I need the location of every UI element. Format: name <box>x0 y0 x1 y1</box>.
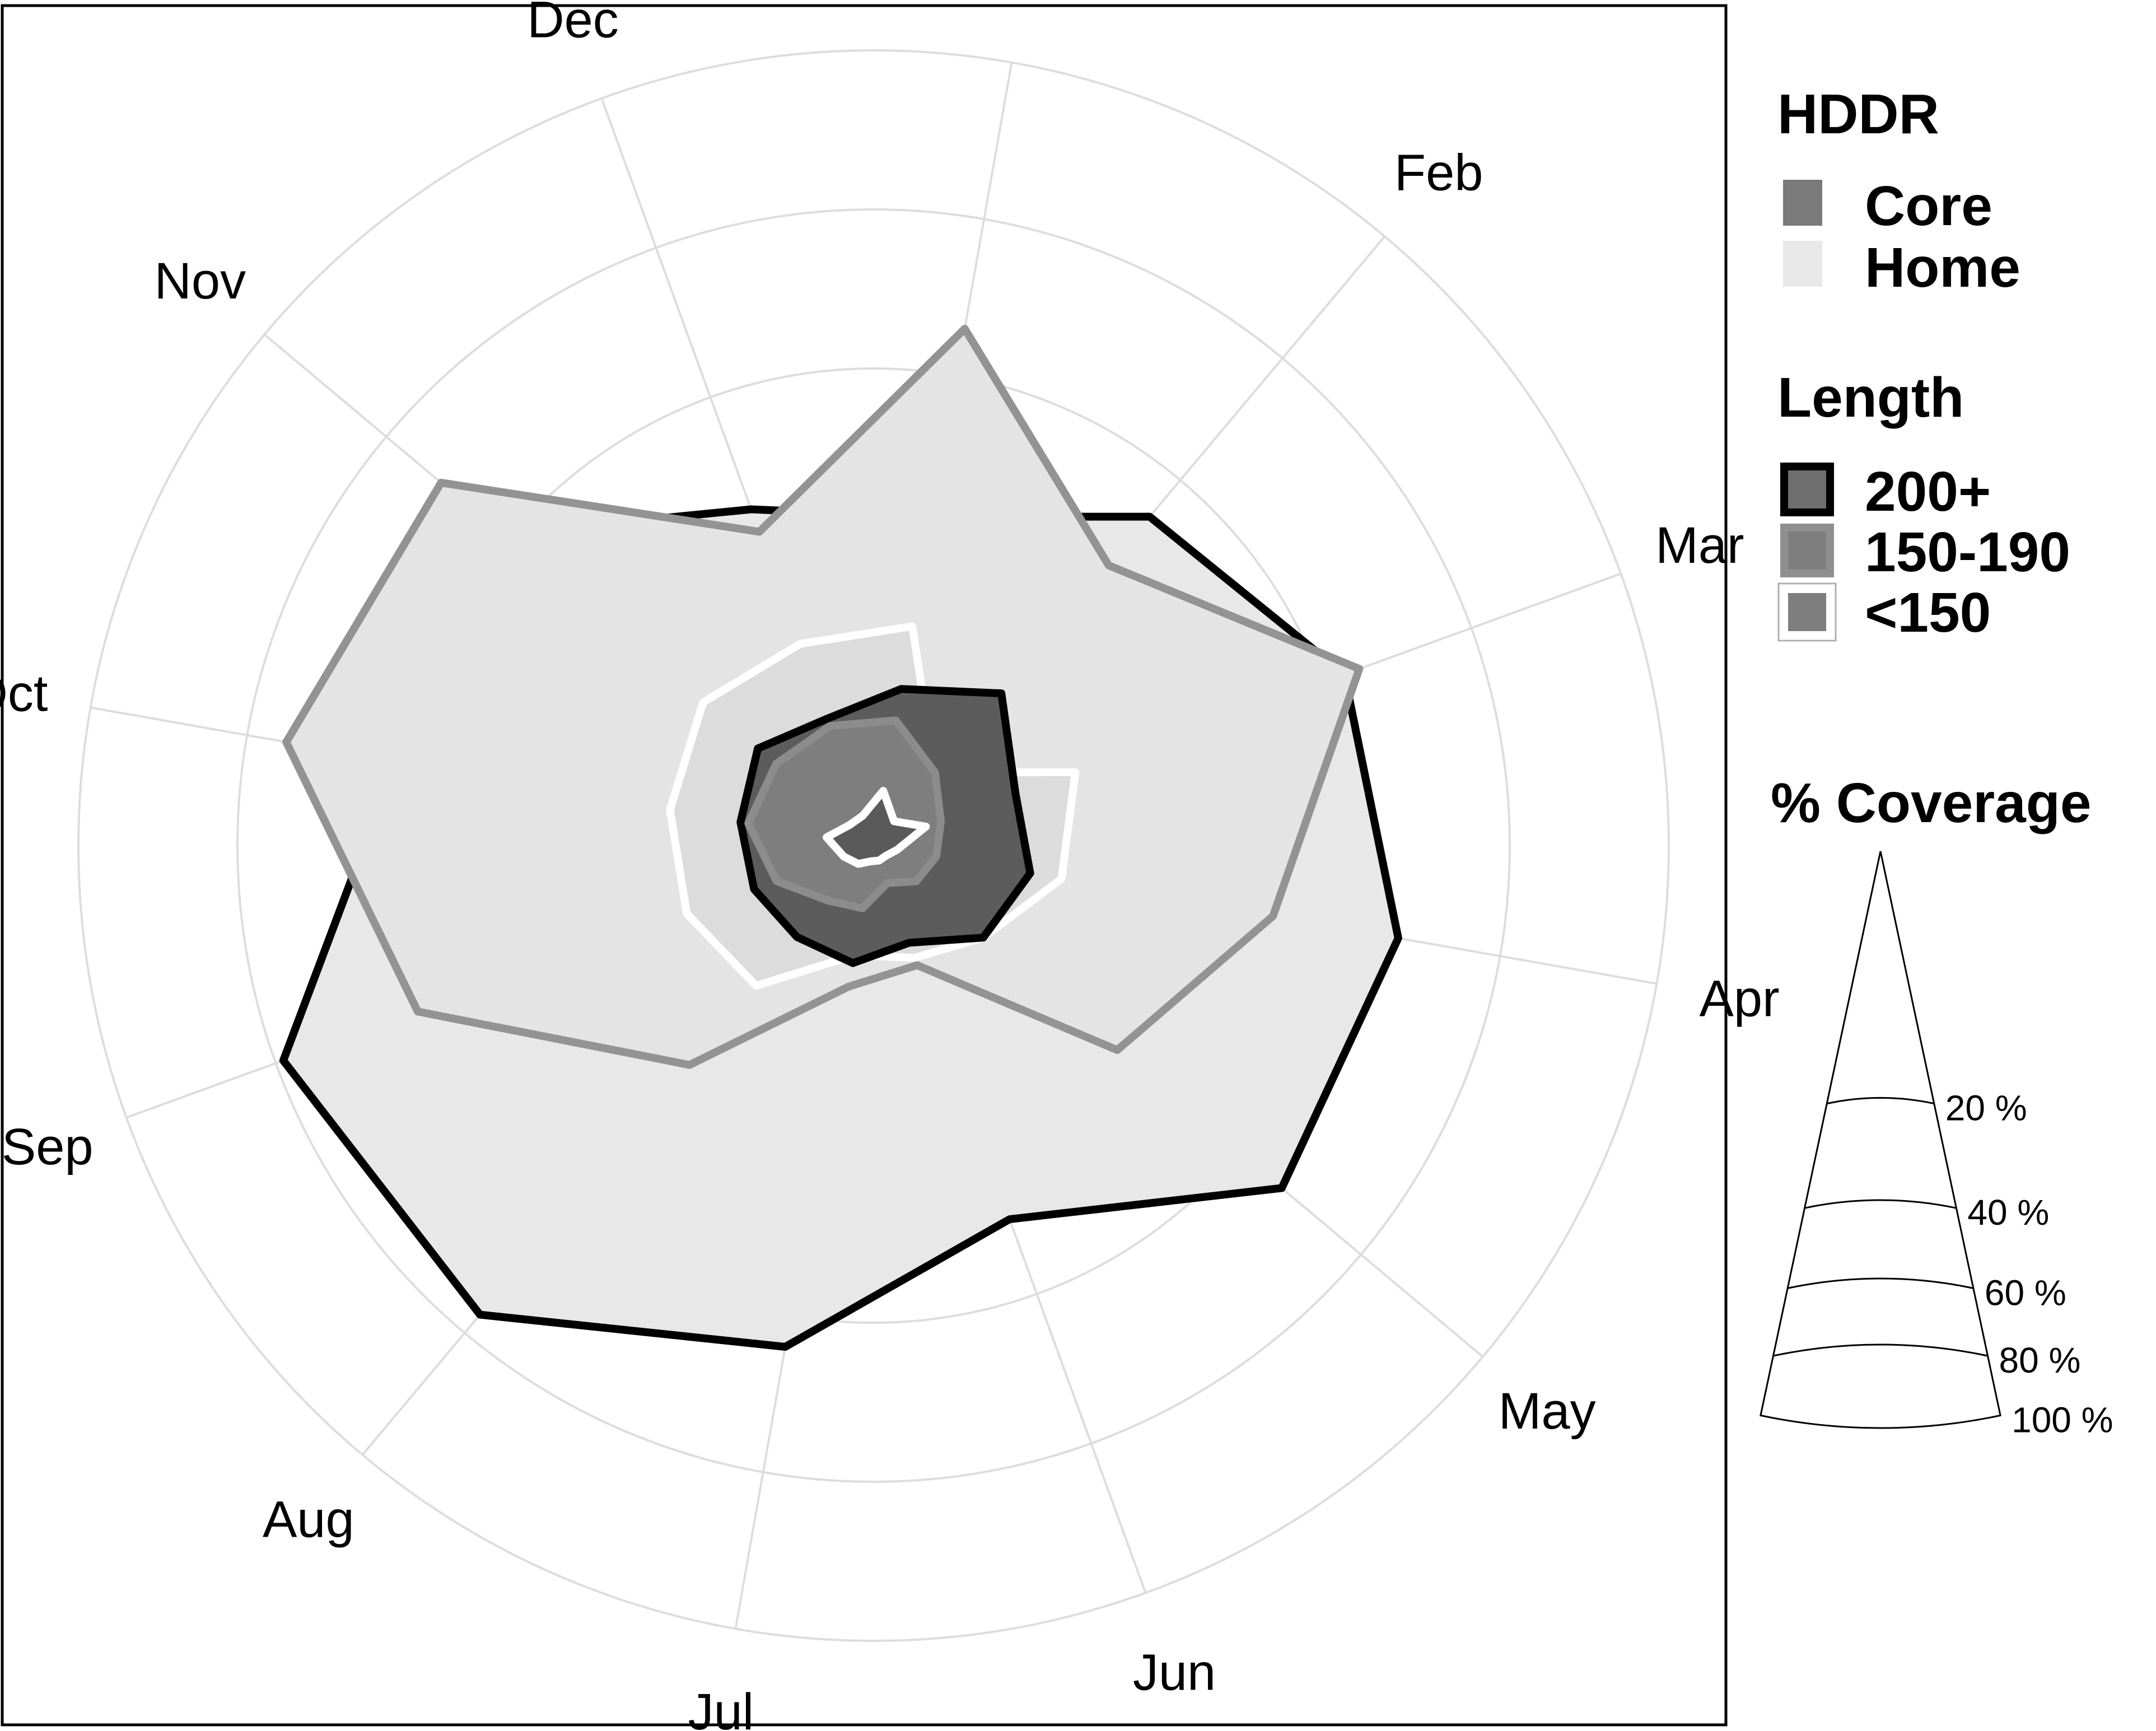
grid-ring <box>77 49 1670 1642</box>
coverage-arc <box>1787 1277 1974 1289</box>
month-label-jul: Jul <box>688 1683 754 1731</box>
legend-home-label: Home <box>1865 236 2020 299</box>
coverage-tick-label: 20 % <box>1945 1088 2027 1128</box>
month-label-mar: Mar <box>1655 517 1744 574</box>
month-label-may: May <box>1499 1383 1596 1440</box>
legend-hddr-title: HDDR <box>1777 83 1939 146</box>
legend-core-swatch <box>1783 180 1822 226</box>
coverage-arc <box>1804 1199 1957 1209</box>
month-label-apr: Apr <box>1700 971 1780 1028</box>
month-label-jun: Jun <box>1133 1644 1216 1701</box>
coverage-scale-key: 20 % 40 % 60 % 80 % 100 % <box>1760 851 2113 1440</box>
month-label-dec: Dec <box>527 0 619 49</box>
plot-panel-border <box>1 4 1728 1727</box>
grid-ring <box>236 208 1511 1483</box>
series-core-150-190 <box>744 716 945 912</box>
month-label-oct: Oct <box>0 665 48 722</box>
legend-200plus-label: 200+ <box>1865 460 1991 523</box>
legend-length-title: Length <box>1777 366 1964 429</box>
legend-lt150-label: <150 <box>1865 581 1991 644</box>
legend-150-190-label: 150-190 <box>1865 521 2070 584</box>
coverage-arc <box>1826 1097 1935 1105</box>
radar-series <box>279 325 1402 1351</box>
coverage-tick-label: 80 % <box>1999 1340 2081 1380</box>
legend-150-190-swatch <box>1780 524 1834 577</box>
month-label-sep: Sep <box>2 1118 94 1175</box>
legend-lt150-swatch <box>1780 585 1834 639</box>
month-label-nov: Nov <box>154 253 246 310</box>
month-label-jan: Jan <box>984 0 1067 9</box>
legend-coverage-title: % Coverage <box>1771 772 2091 834</box>
legend: HDDR Core Home Length 200+ 150-190 <150 … <box>1760 83 2113 1440</box>
series-core-150 <box>823 787 930 868</box>
coverage-tick-label: 60 % <box>1985 1272 2066 1313</box>
coverage-tick-label: 40 % <box>1967 1192 2049 1233</box>
coverage-tick-label: 100 % <box>2012 1400 2113 1440</box>
coverage-wedge <box>1760 851 2001 1429</box>
legend-core-label: Core <box>1865 175 1992 237</box>
legend-200plus-swatch <box>1780 463 1834 516</box>
month-labels: Jan Feb Mar Apr May Jun Jul Aug Sep Oct Nov Dec <box>0 0 1780 1731</box>
month-label-feb: Feb <box>1394 144 1483 201</box>
legend-lt150-swatch-outline <box>1777 582 1837 642</box>
legend-home-swatch <box>1783 241 1822 287</box>
month-label-aug: Aug <box>263 1491 354 1548</box>
coverage-arc <box>1773 1343 1988 1357</box>
